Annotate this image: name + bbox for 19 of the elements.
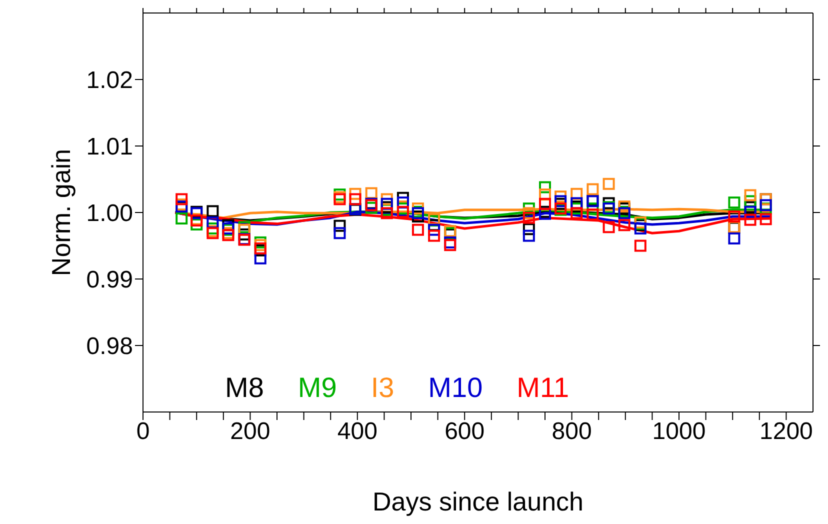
text: I3	[370, 372, 394, 404]
x-axis-title: Days since launch	[372, 486, 584, 516]
text: M11	[516, 372, 570, 404]
y-tick-label: 1.02	[86, 67, 133, 94]
text: M10	[428, 372, 483, 404]
y-tick-label: 0.99	[86, 266, 133, 294]
y-tick-label: 0.98	[86, 333, 133, 360]
x-tick-label: 0	[136, 418, 150, 446]
x-tick-label: 1000	[652, 418, 706, 446]
x-tick-label: 1200	[760, 418, 813, 446]
text: M9	[298, 372, 337, 404]
x-tick-label: 400	[337, 418, 378, 446]
y-tick-label: 1.00	[86, 200, 133, 228]
y-tick-label: 1.01	[86, 134, 133, 161]
text: M8	[225, 372, 264, 404]
x-tick-label: 600	[444, 418, 485, 446]
x-tick-label: 200	[230, 418, 270, 446]
y-axis-title: Norm. gain	[46, 148, 76, 276]
x-tick-label: 800	[552, 418, 592, 446]
